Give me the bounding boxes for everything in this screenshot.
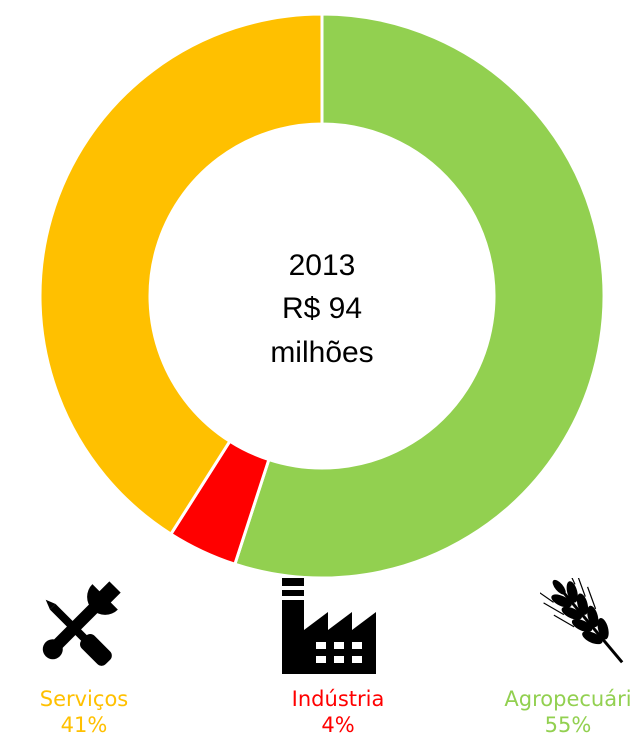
legend-servicos: Serviços 41% <box>0 686 174 738</box>
wheat-icon <box>540 578 624 664</box>
legend-label-industria: Indústria <box>291 687 385 711</box>
center-total: R$ 94 <box>282 292 362 325</box>
legend-value-agropecuaria: 55% <box>544 713 592 737</box>
legend-label-servicos: Serviços <box>39 687 129 711</box>
legend-value-servicos: 41% <box>60 713 108 737</box>
legend-label-agropecuaria: Agropecuári <box>504 687 632 711</box>
legend-agropecuaria: Agropecuári 55% <box>478 686 638 738</box>
legend-industria: Indústria 4% <box>248 686 428 738</box>
factory-icon <box>282 578 376 674</box>
tools-icon <box>42 581 121 666</box>
slice-servicos <box>38 12 324 537</box>
center-unit: milhões <box>270 336 373 369</box>
slice-agropecuari <box>232 12 606 580</box>
donut-slices <box>38 12 606 580</box>
center-year: 2013 <box>289 249 356 282</box>
legend-value-industria: 4% <box>321 713 355 737</box>
